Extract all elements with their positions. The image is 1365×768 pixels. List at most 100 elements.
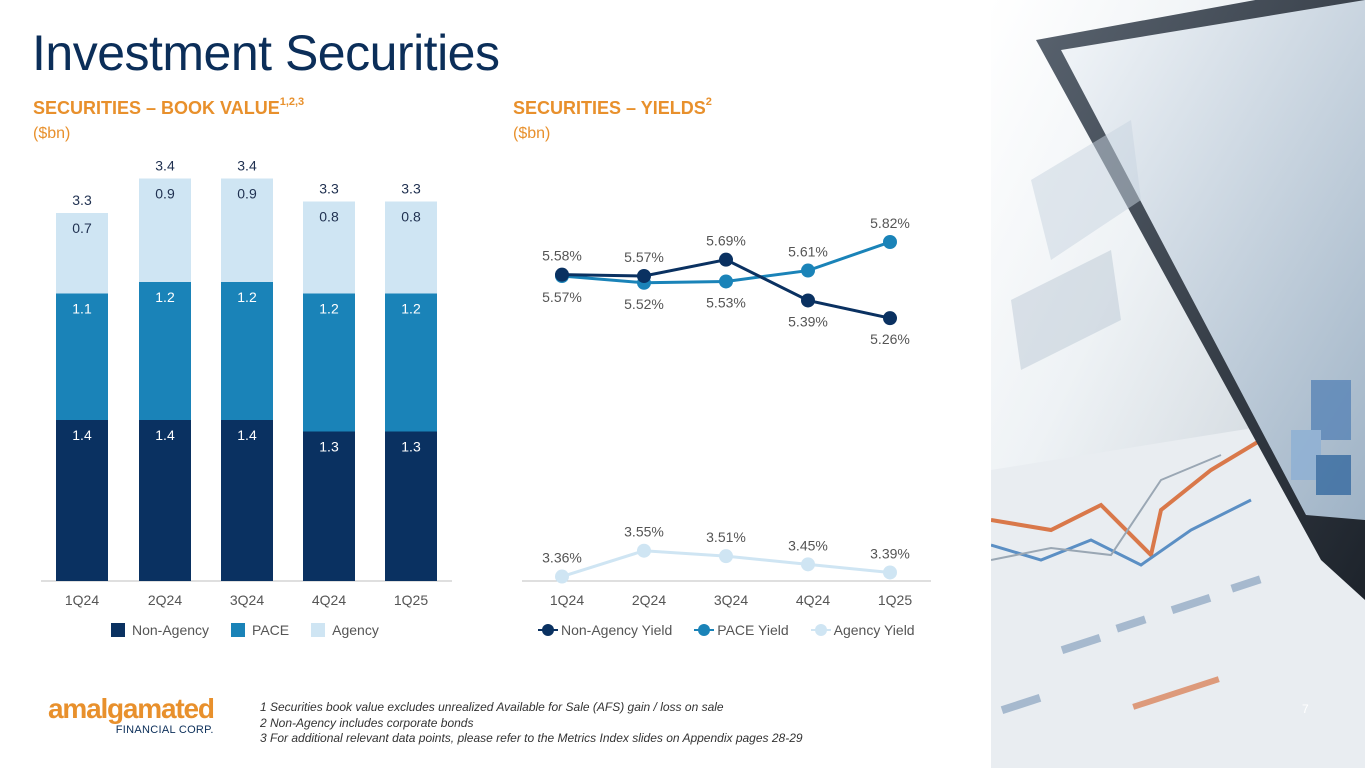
legend-item-non-agency: Non-Agency <box>111 622 209 638</box>
data-label-non-agency-yield-2Q24: 5.57% <box>624 249 664 265</box>
point-pace-yield-3Q24 <box>719 274 733 289</box>
bar-label-pace-3Q24: 1.2 <box>237 289 257 305</box>
bar-category-1Q25: 1Q25 <box>394 592 428 608</box>
data-label-agency-yield-1Q25: 3.39% <box>870 545 910 561</box>
data-label-non-agency-yield-1Q24: 5.58% <box>542 248 582 264</box>
bar-non-agency-1Q25 <box>385 431 437 581</box>
data-label-agency-yield-4Q24: 3.45% <box>788 537 828 553</box>
line-category-4Q24: 4Q24 <box>796 592 830 608</box>
data-label-agency-yield-2Q24: 3.55% <box>624 524 664 540</box>
yields-legend: Non-Agency Yield PACE Yield Agency Yield <box>538 622 937 638</box>
bar-total-1Q25: 3.3 <box>401 181 421 197</box>
point-agency-yield-3Q24 <box>719 549 733 564</box>
line-category-2Q24: 2Q24 <box>632 592 666 608</box>
line-category-1Q25: 1Q25 <box>878 592 912 608</box>
legend-item-non-agency-yield: Non-Agency Yield <box>538 622 672 638</box>
bar-label-non-agency-3Q24: 1.4 <box>237 427 257 443</box>
data-label-non-agency-yield-4Q24: 5.39% <box>788 313 828 329</box>
footnote-2: 2 Non-Agency includes corporate bonds <box>260 715 474 730</box>
bar-pace-1Q25 <box>385 293 437 432</box>
footnote-1: 1 Securities book value excludes unreali… <box>260 700 724 714</box>
bar-label-pace-4Q24: 1.2 <box>319 301 339 317</box>
bar-pace-4Q24 <box>303 293 355 432</box>
data-label-pace-yield-1Q25: 5.82% <box>870 215 910 231</box>
legend-label-agency: Agency <box>332 622 379 638</box>
legend-marker-pace-yield <box>694 624 715 636</box>
book-value-heading-superscript: 1,2,3 <box>279 96 305 108</box>
point-agency-yield-1Q24 <box>555 569 569 584</box>
legend-item-agency-yield: Agency Yield <box>810 622 915 638</box>
tablet-chart-photo <box>991 0 1365 768</box>
data-label-non-agency-yield-3Q24: 5.69% <box>706 233 746 249</box>
bar-label-agency-1Q24: 0.7 <box>72 220 92 236</box>
bar-total-3Q24: 3.4 <box>237 158 257 174</box>
bar-label-agency-3Q24: 0.9 <box>237 186 257 202</box>
bar-agency-2Q24 <box>139 178 191 282</box>
legend-label-agency-yield: Agency Yield <box>833 622 915 638</box>
yields-heading: SECURITIES – YIELDS2 <box>513 96 712 119</box>
yields-unit: ($bn) <box>513 125 551 142</box>
bar-agency-1Q25 <box>385 201 437 294</box>
point-agency-yield-2Q24 <box>637 543 651 558</box>
bar-total-4Q24: 3.3 <box>319 181 339 197</box>
point-non-agency-yield-3Q24 <box>719 252 733 267</box>
bar-label-agency-1Q25: 0.8 <box>401 209 421 225</box>
legend-item-agency: Agency <box>311 622 379 638</box>
bar-label-pace-1Q25: 1.2 <box>401 301 421 317</box>
data-label-pace-yield-1Q24: 5.57% <box>542 289 582 305</box>
bar-pace-2Q24 <box>139 282 191 420</box>
point-non-agency-yield-2Q24 <box>637 269 651 283</box>
line-category-3Q24: 3Q24 <box>714 592 748 608</box>
logo-wordmark: amalgamated <box>48 693 215 724</box>
point-non-agency-yield-1Q24 <box>555 267 569 282</box>
legend-swatch-agency <box>311 623 326 637</box>
bar-total-2Q24: 3.4 <box>155 158 175 174</box>
legend-label-pace-yield: PACE Yield <box>717 622 789 638</box>
page-number: 7 <box>1302 702 1309 716</box>
book-value-legend: Non-Agency PACE Agency <box>111 622 401 638</box>
bar-label-agency-4Q24: 0.8 <box>319 209 339 225</box>
point-agency-yield-4Q24 <box>801 557 815 572</box>
book-value-heading-text: SECURITIES – BOOK VALUE <box>33 98 280 118</box>
bar-agency-1Q24 <box>56 213 108 294</box>
legend-label-non-agency: Non-Agency <box>132 622 210 638</box>
amalgamated-logo: amalgamated FINANCIAL CORP. <box>48 693 215 737</box>
bar-label-non-agency-1Q24: 1.4 <box>72 427 92 443</box>
legend-label-pace: PACE <box>252 622 290 638</box>
legend-marker-non-agency-yield <box>538 624 558 636</box>
book-value-bar-chart: 1.4 1.1 0.7 3.3 1Q24 1.4 1.2 0.9 3.4 2Q24 1.4 1.2 0.… <box>41 158 452 608</box>
legend-marker-agency-yield <box>810 624 831 636</box>
bar-label-non-agency-4Q24: 1.3 <box>319 439 339 455</box>
bar-label-agency-2Q24: 0.9 <box>155 186 175 202</box>
bar-category-1Q24: 1Q24 <box>65 592 99 608</box>
point-pace-yield-4Q24 <box>801 263 815 278</box>
legend-swatch-non-agency <box>111 623 125 637</box>
line-category-1Q24: 1Q24 <box>550 592 584 608</box>
footnotes: 1 Securities book value excludes unreali… <box>260 700 803 747</box>
data-label-agency-yield-1Q24: 3.36% <box>542 550 582 566</box>
data-label-agency-yield-3Q24: 3.51% <box>706 529 746 545</box>
legend-item-pace-yield: PACE Yield <box>694 622 789 638</box>
bar-label-pace-1Q24: 1.1 <box>72 301 92 317</box>
logo-subtitle: FINANCIAL CORP. <box>115 724 214 736</box>
legend-label-non-agency-yield: Non-Agency Yield <box>561 622 673 638</box>
point-non-agency-yield-1Q25 <box>883 311 897 326</box>
bar-non-agency-1Q24 <box>56 420 108 581</box>
point-non-agency-yield-4Q24 <box>801 293 815 308</box>
yields-heading-superscript: 2 <box>705 96 712 108</box>
yields-line-chart: 5.58% 5.57% 5.69% 5.39% 5.26% 5.57% 5.52% 5.53%… <box>522 215 931 608</box>
bar-non-agency-4Q24 <box>303 431 355 581</box>
bar-category-4Q24: 4Q24 <box>312 592 346 608</box>
book-value-unit: ($bn) <box>33 125 71 142</box>
data-label-pace-yield-4Q24: 5.61% <box>788 244 828 260</box>
point-pace-yield-1Q25 <box>883 235 897 249</box>
bar-pace-1Q24 <box>56 293 108 420</box>
bar-category-3Q24: 3Q24 <box>230 592 264 608</box>
data-label-non-agency-yield-1Q25: 5.26% <box>870 331 910 347</box>
page-title: Investment Securities <box>32 25 500 81</box>
bar-non-agency-3Q24 <box>221 420 273 581</box>
bar-label-pace-2Q24: 1.2 <box>155 289 175 305</box>
bar-total-1Q24: 3.3 <box>72 192 92 208</box>
bar-label-non-agency-2Q24: 1.4 <box>155 427 175 443</box>
legend-swatch-pace <box>231 623 246 637</box>
